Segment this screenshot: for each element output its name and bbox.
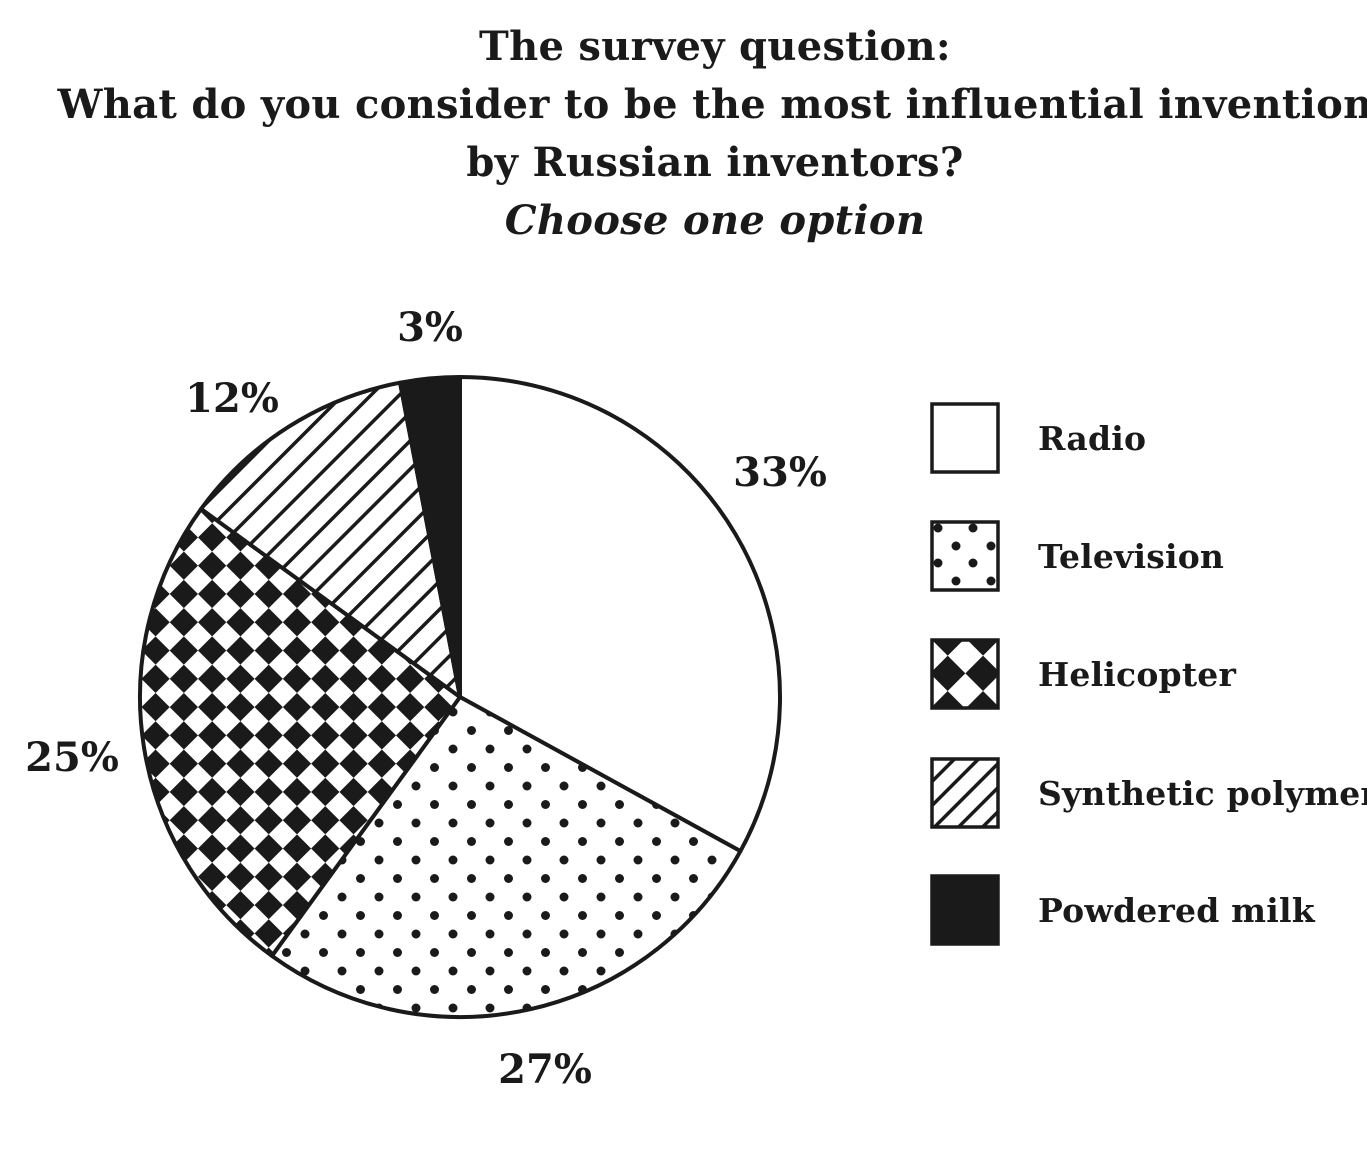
legend-item-radio: Radio <box>930 402 1146 474</box>
legend-swatch-helicopter <box>930 638 1000 710</box>
legend-swatch-television <box>930 520 1000 592</box>
pie-slice-radio <box>458 375 782 854</box>
pie-slice-powdered-milk <box>398 375 462 699</box>
title-line-1: The survey question: <box>479 23 951 70</box>
pie-slice-television <box>269 695 743 1019</box>
pie-label-powdered-milk: 3% <box>397 304 463 351</box>
legend-swatch-synthetic-polymer <box>930 757 1000 829</box>
pie-label-radio: 33% <box>733 449 827 496</box>
legend-item-helicopter: Helicopter <box>930 638 1236 710</box>
legend-item-powdered-milk: Powdered milk <box>930 874 1315 946</box>
pie-label-synthetic-polymer: 12% <box>185 375 279 422</box>
legend-label-powdered-milk: Powdered milk <box>1038 890 1315 930</box>
legend-swatch-powdered-milk <box>930 874 1000 946</box>
legend-swatch-radio <box>930 402 1000 474</box>
pie-label-television: 27% <box>498 1046 592 1093</box>
legend-item-synthetic-polymer: Synthetic polymer <box>930 757 1367 829</box>
legend-label-television: Television <box>1038 536 1225 576</box>
pie-label-helicopter: 25% <box>25 734 119 781</box>
pie-labels: 33% 27% 25% 12% 3% <box>25 304 827 1093</box>
chart-title: The survey question: What do you conside… <box>0 18 1367 250</box>
pie-slice-helicopter <box>138 506 462 958</box>
legend-label-helicopter: Helicopter <box>1038 654 1237 694</box>
legend-label-synthetic-polymer: Synthetic polymer <box>1038 773 1367 813</box>
title-instruction: Choose one option <box>504 197 926 244</box>
legend-item-television: Television <box>930 520 1224 592</box>
pie-slice-synthetic-polymer <box>199 380 462 699</box>
pie-slices <box>138 375 782 1019</box>
title-line-2: What do you consider to be the most infl… <box>57 81 1367 128</box>
title-line-3: by Russian inventors? <box>466 139 964 186</box>
legend-label-radio: Radio <box>1038 418 1147 458</box>
